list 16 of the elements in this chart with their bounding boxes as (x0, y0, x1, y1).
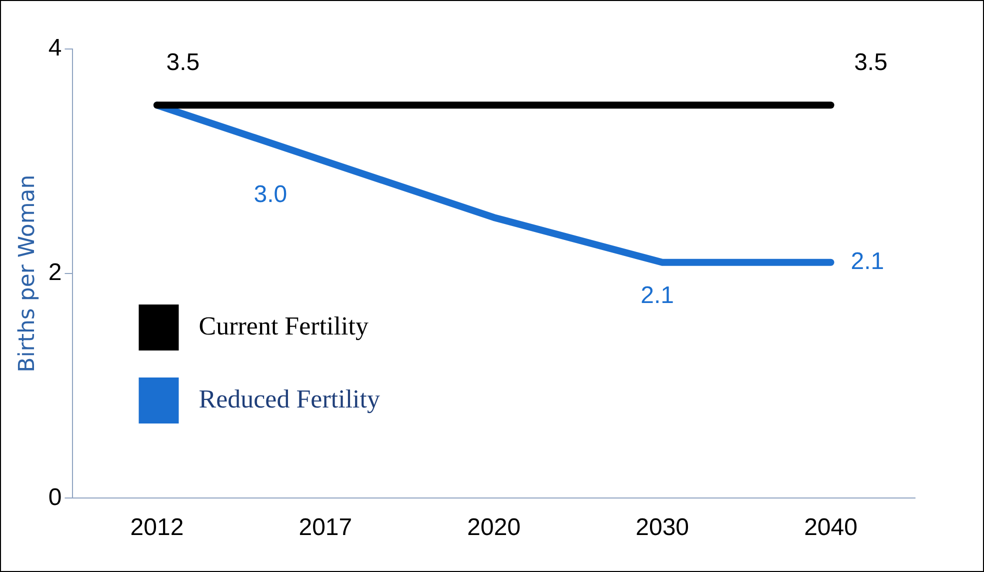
x-tick-label: 2017 (298, 514, 352, 542)
x-tick-label: 2030 (636, 514, 690, 542)
data-label: 3.5 (854, 48, 888, 76)
data-label: 3.5 (166, 48, 200, 76)
legend-label: Current Fertility (198, 311, 368, 340)
x-tick-label: 2012 (130, 514, 184, 542)
data-label: 2.1 (850, 248, 884, 275)
data-label: 3.0 (254, 180, 288, 208)
data-label: 2.1 (640, 282, 674, 309)
legend-label: Reduced Fertility (198, 384, 380, 414)
x-tick-label: 2020 (467, 514, 521, 542)
x-tick-label: 2040 (804, 514, 858, 542)
y-axis-title: Births per Woman (14, 174, 40, 372)
y-tick-label: 0 (48, 484, 62, 511)
y-tick-label: 4 (48, 34, 62, 62)
y-tick-label: 2 (48, 259, 62, 286)
